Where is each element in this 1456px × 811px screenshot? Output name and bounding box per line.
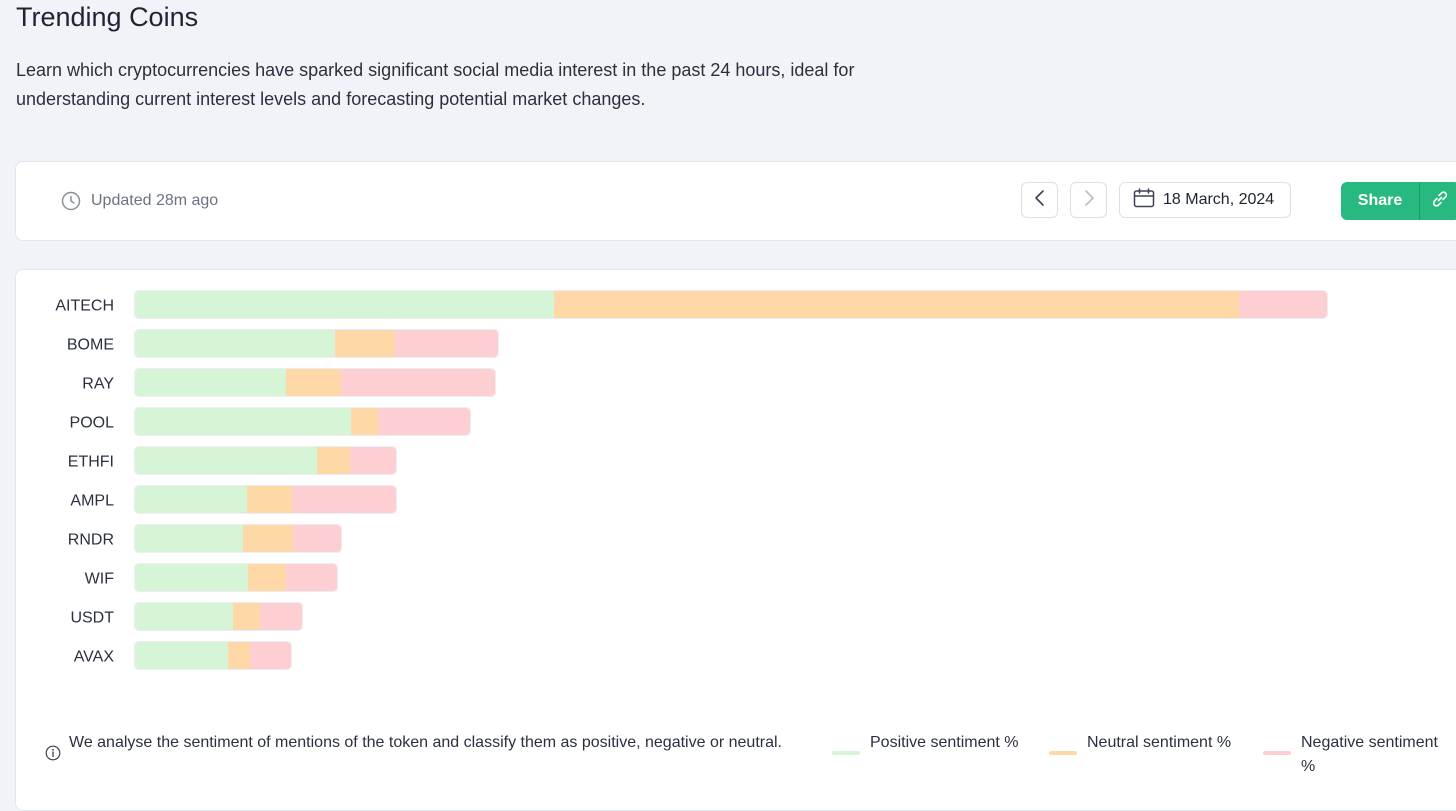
category-label-bome: BOME [67, 337, 114, 354]
bar-usdt-positive[interactable] [134, 602, 233, 631]
bar-avax-positive[interactable] [134, 641, 228, 670]
previous-date-button[interactable] [1021, 182, 1058, 218]
bar-group-avax[interactable] [134, 641, 292, 670]
bar-ethfi-negative[interactable] [350, 446, 397, 475]
bar-bome-negative[interactable] [395, 329, 499, 358]
page-description: Learn which cryptocurrencies have sparke… [16, 60, 855, 109]
page-title: Trending Coins [16, 2, 199, 32]
category-label-ampl: AMPL [70, 493, 114, 510]
bar-ampl-neutral[interactable] [247, 485, 292, 514]
bar-rndr-negative[interactable] [293, 524, 342, 553]
bar-group-aitech[interactable] [134, 290, 1328, 319]
bar-outline-avax [134, 641, 292, 670]
legend-label-neutral: Neutral sentiment % [1087, 734, 1232, 751]
bar-outline-rndr [134, 524, 342, 553]
bar-bome-neutral[interactable] [335, 329, 395, 358]
sentiment-bar-chart: AITECH BOME RAY POOL ETHFI AMPL RNDR WIF USDT AVA… [55, 290, 1328, 670]
legend-negative: Negative sentiment % [1263, 731, 1451, 779]
bar-group-ethfi[interactable] [134, 446, 397, 475]
bar-group-ray[interactable] [134, 368, 496, 397]
category-label-aitech: AITECH [55, 298, 114, 315]
chart-footer: We analyse the sentiment of mentions of … [16, 730, 1456, 800]
category-label-usdt: USDT [70, 610, 114, 627]
calendar-icon [1133, 187, 1155, 213]
legend-swatch-positive [832, 751, 860, 755]
legend-neutral: Neutral sentiment % [1049, 731, 1237, 755]
legend-label-negative: Negative sentiment % [1301, 734, 1438, 775]
bar-ethfi-neutral[interactable] [317, 446, 350, 475]
share-button[interactable]: Share [1341, 182, 1419, 220]
bar-group-usdt[interactable] [134, 602, 303, 631]
bar-ray-neutral[interactable] [286, 368, 341, 397]
category-label-avax: AVAX [74, 649, 115, 666]
bar-ray-negative[interactable] [341, 368, 496, 397]
legend-swatch-negative [1263, 751, 1291, 755]
bar-group-bome[interactable] [134, 329, 499, 358]
toolbar-card: Updated 28m ago 18 March, 2024 Share [15, 161, 1456, 241]
bar-group-ampl[interactable] [134, 485, 397, 514]
bar-aitech-neutral[interactable] [554, 290, 1239, 319]
category-label-pool: POOL [70, 415, 115, 432]
updated-status: Updated 28m ago [61, 190, 218, 212]
bar-outline-ray [134, 368, 496, 397]
chart-card: AITECH BOME RAY POOL ETHFI AMPL RNDR WIF USDT AVA… [15, 269, 1456, 811]
bar-wif-negative[interactable] [286, 563, 338, 592]
copy-link-button[interactable] [1419, 182, 1456, 220]
bar-ampl-negative[interactable] [292, 485, 397, 514]
bar-outline-usdt [134, 602, 303, 631]
info-icon [45, 745, 61, 766]
legend-swatch-neutral [1049, 751, 1077, 755]
link-icon [1430, 189, 1450, 214]
bar-group-pool[interactable] [134, 407, 471, 436]
bar-rndr-positive[interactable] [134, 524, 243, 553]
bar-group-wif[interactable] [134, 563, 338, 592]
bar-ray-positive[interactable] [134, 368, 286, 397]
legend-label-positive: Positive sentiment % [870, 734, 1019, 751]
bar-outline-ethfi [134, 446, 397, 475]
sentiment-note: We analyse the sentiment of mentions of … [69, 734, 782, 751]
bar-pool-negative[interactable] [378, 407, 471, 436]
chevron-left-icon [1034, 189, 1046, 212]
legend-positive: Positive sentiment % [832, 731, 1020, 755]
bar-usdt-neutral[interactable] [233, 602, 260, 631]
clock-icon [61, 191, 81, 211]
bar-pool-neutral[interactable] [351, 407, 378, 436]
category-label-rndr: RNDR [68, 532, 114, 549]
bar-outline-pool [134, 407, 471, 436]
bar-wif-neutral[interactable] [248, 563, 286, 592]
updated-text: Updated 28m ago [91, 192, 219, 209]
category-label-wif: WIF [85, 571, 115, 588]
bar-rndr-neutral[interactable] [243, 524, 293, 553]
share-group: Share [1341, 182, 1456, 220]
bar-bome-positive[interactable] [134, 329, 335, 358]
bar-outline-wif [134, 563, 338, 592]
category-label-ethfi: ETHFI [68, 454, 114, 471]
bar-avax-neutral[interactable] [228, 641, 250, 670]
bar-avax-negative[interactable] [250, 641, 292, 670]
category-label-ray: RAY [82, 376, 114, 393]
chevron-right-icon [1083, 189, 1095, 212]
date-picker-button[interactable]: 18 March, 2024 [1119, 182, 1291, 218]
bar-ethfi-positive[interactable] [134, 446, 317, 475]
bar-outline-bome [134, 329, 499, 358]
bar-pool-positive[interactable] [134, 407, 351, 436]
next-date-button[interactable] [1070, 182, 1107, 218]
bar-aitech-positive[interactable] [134, 290, 554, 319]
bar-ampl-positive[interactable] [134, 485, 247, 514]
bar-group-rndr[interactable] [134, 524, 342, 553]
bar-wif-positive[interactable] [134, 563, 248, 592]
date-label: 18 March, 2024 [1163, 191, 1275, 208]
bar-outline-aitech [134, 290, 1328, 319]
bar-outline-ampl [134, 485, 397, 514]
bar-usdt-negative[interactable] [260, 602, 303, 631]
bar-aitech-negative[interactable] [1239, 290, 1328, 319]
